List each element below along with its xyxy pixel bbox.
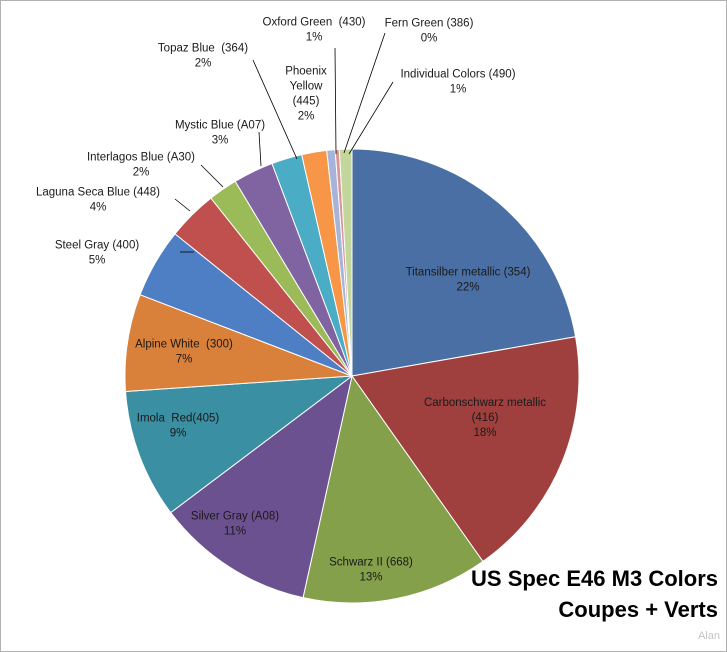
- pie-slice-4: [169, 374, 353, 599]
- leader-line-9: [200, 164, 224, 188]
- slice-name-5: Imola Red(405): [137, 413, 220, 425]
- slice-label-3: Schwarz II (668) 13%: [329, 557, 413, 584]
- slice-name-7: Steel Gray (400): [55, 240, 140, 252]
- slice-name-6: Alpine White (300): [135, 339, 233, 351]
- slice-label-13: Oxford Green (430) 1%: [263, 17, 366, 44]
- slice-label-2: Carbonschwarz metallic (416) 18%: [424, 397, 546, 439]
- slice-pct-12: 2%: [298, 111, 315, 123]
- leader-line-8: [174, 198, 191, 212]
- slice-name-14: Fern Green (386): [385, 18, 474, 30]
- slice-label-7: Steel Gray (400) 5%: [55, 240, 140, 267]
- slice-name-10: Mystic Blue (A07): [175, 120, 265, 132]
- slice-pct-6: 7%: [176, 354, 193, 366]
- slice-name-12: Phoenix: [285, 66, 327, 78]
- chart-title: US Spec E46 M3 Colors Coupes + Verts: [471, 563, 718, 625]
- slice-name-12: (445): [293, 96, 320, 108]
- slice-name-15: Individual Colors (490): [400, 69, 515, 81]
- slice-pct-4: 11%: [224, 526, 246, 538]
- slice-name-8: Laguna Seca Blue (448): [36, 187, 160, 199]
- slice-name-1: Titansilber metallic (354): [406, 267, 531, 279]
- leader-line-15: [348, 81, 394, 155]
- slice-label-4: Silver Gray (A08) 11%: [191, 511, 279, 538]
- pie-slice-1: [351, 148, 577, 377]
- slice-pct-3: 13%: [359, 572, 382, 584]
- leader-line-10: [258, 131, 262, 167]
- slice-label-8: Laguna Seca Blue (448) 4%: [36, 187, 160, 214]
- pie-slice-3: [302, 374, 484, 604]
- slice-pct-5: 9%: [170, 428, 187, 440]
- slice-label-12: Phoenix Yellow (445) 2%: [285, 66, 327, 123]
- leader-line-11: [252, 59, 298, 160]
- pie-slice-5: [124, 375, 354, 514]
- slice-pct-15: 1%: [450, 84, 467, 96]
- slice-label-6: Alpine White (300) 7%: [135, 339, 233, 366]
- slice-label-10: Mystic Blue (A07) 3%: [175, 120, 265, 147]
- slice-label-15: Individual Colors (490) 1%: [400, 69, 515, 96]
- slice-name-2: Carbonschwarz metallic: [424, 397, 546, 409]
- slice-name-2: (416): [472, 412, 499, 424]
- slice-name-9: Interlagos Blue (A30): [87, 152, 195, 164]
- chart-title-line-1: US Spec E46 M3 Colors: [471, 566, 718, 591]
- slice-name-11: Topaz Blue (364): [158, 43, 248, 55]
- slice-name-12: Yellow: [290, 81, 324, 93]
- watermark: Alan: [697, 630, 720, 642]
- slice-label-1: Titansilber metallic (354) 22%: [406, 267, 531, 294]
- pie-slice-2: [351, 336, 580, 563]
- slice-label-14: Fern Green (386) 0%: [385, 18, 474, 45]
- slice-pct-10: 3%: [212, 135, 229, 147]
- slice-name-3: Schwarz II (668): [329, 557, 413, 569]
- slice-name-13: Oxford Green (430): [263, 17, 366, 29]
- slice-label-9: Interlagos Blue (A30) 2%: [87, 152, 195, 179]
- slice-pct-13: 1%: [306, 32, 323, 44]
- slice-label-11: Topaz Blue (364) 2%: [158, 43, 248, 70]
- slice-pct-8: 4%: [90, 202, 107, 214]
- slice-pct-7: 5%: [89, 255, 106, 267]
- slice-pct-11: 2%: [195, 58, 212, 70]
- slice-pct-9: 2%: [133, 167, 150, 179]
- leader-line-13: [334, 47, 337, 155]
- slice-pct-14: 0%: [421, 33, 438, 45]
- slice-name-4: Silver Gray (A08): [191, 511, 279, 523]
- slice-pct-2: 18%: [473, 427, 496, 439]
- slice-label-5: Imola Red(405) 9%: [137, 413, 220, 440]
- leader-line-14: [343, 32, 386, 154]
- chart-title-line-2: Coupes + Verts: [558, 597, 718, 622]
- slice-pct-1: 22%: [456, 282, 479, 294]
